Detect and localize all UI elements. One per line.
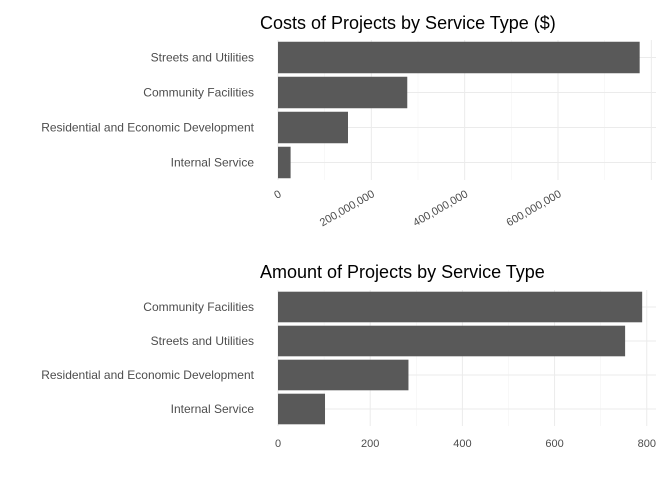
x-tick-label: 600 [545,438,563,450]
bar [278,76,408,109]
x-tick-label: 600,000,000 [505,188,564,229]
bar [278,111,348,144]
x-tick-label: 200,000,000 [318,188,377,229]
category-label: Streets and Utilities [151,334,254,348]
x-tick-label: 200 [361,438,379,450]
x-tick-label: 800 [638,438,656,450]
x-tick-label: 400 [453,438,471,450]
bar [278,393,326,425]
category-label: Community Facilities [143,86,254,100]
category-label: Community Facilities [143,300,254,314]
x-tick-label: 400,000,000 [411,188,470,229]
bar [278,41,640,74]
bar [278,291,643,323]
x-tick-label: 0 [272,188,283,201]
amount-chart: Community Facilities Streets and Utilitie… [41,262,656,450]
costs-chart: Streets and Utilities Community Facilitie… [41,13,656,229]
category-label: Streets and Utilities [151,51,254,65]
bar [278,325,626,357]
chart-title: Amount of Projects by Service Type [260,262,545,282]
category-label: Internal Service [171,402,255,416]
bar [278,146,291,179]
category-label: Internal Service [171,156,255,170]
chart-title: Costs of Projects by Service Type ($) [260,13,556,33]
x-tick-label: 0 [275,438,281,450]
category-label: Residential and Economic Development [41,121,254,135]
bar [278,359,409,391]
category-label: Residential and Economic Development [41,368,254,382]
